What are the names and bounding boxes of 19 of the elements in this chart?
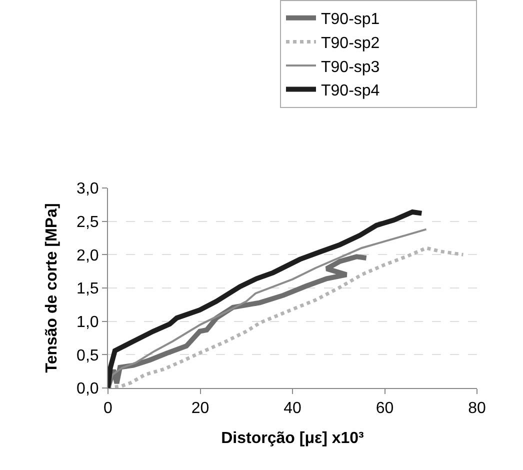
- x-tick-label: 60: [376, 400, 394, 418]
- y-axis-title: Tensão de corte [MPa]: [43, 203, 60, 373]
- line-series: [108, 246, 465, 388]
- x-tick-label: 20: [191, 400, 210, 418]
- y-tick-label: 1,5: [76, 280, 99, 298]
- y-tick-label: 1,0: [76, 314, 99, 331]
- y-tick-label: 0,5: [76, 347, 99, 364]
- legend-label: T90-sp1: [321, 11, 380, 28]
- y-tick-label: 3,0: [76, 180, 99, 198]
- y-tick-label: 2,0: [76, 247, 99, 264]
- x-axis-title: Distorção [με] x10³: [221, 430, 364, 447]
- legend-label: T90-sp2: [321, 34, 380, 52]
- x-tick-label: 40: [284, 400, 302, 418]
- x-tick-label: 80: [468, 400, 486, 418]
- x-tick-label: 0: [104, 400, 113, 418]
- legend-label: T90-sp4: [321, 82, 380, 100]
- y-tick-label: 0,0: [76, 380, 99, 398]
- y-tick-label: 2,5: [76, 214, 99, 231]
- legend-label: T90-sp3: [321, 58, 380, 76]
